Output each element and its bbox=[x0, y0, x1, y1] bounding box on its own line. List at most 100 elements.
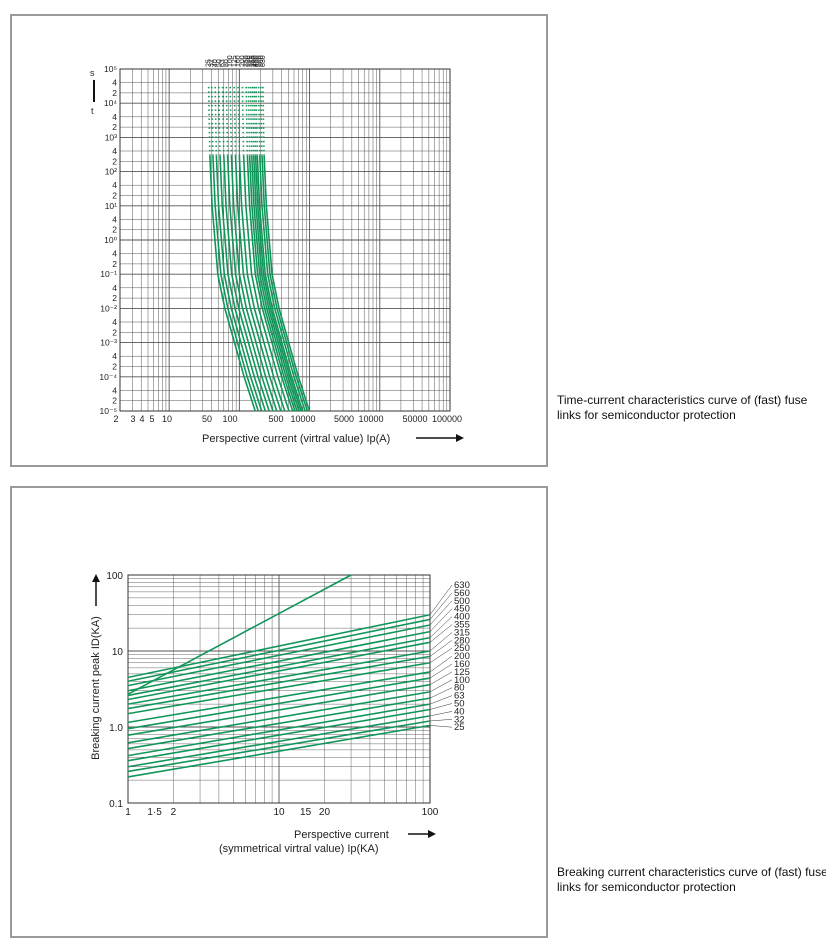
series-label: 200 bbox=[239, 55, 246, 67]
x-tick-label: 50000 bbox=[402, 414, 427, 424]
series-label: 400 bbox=[454, 612, 470, 623]
x-tick-label: 5000 bbox=[334, 414, 354, 424]
y-tick-label: 10⁻⁴ bbox=[99, 372, 117, 382]
y-tick-label: 2 bbox=[112, 396, 117, 406]
series-40-line bbox=[127, 715, 431, 768]
series-leader bbox=[429, 616, 453, 638]
series-355-line bbox=[252, 155, 300, 412]
y-tick-label: 10¹ bbox=[105, 201, 117, 211]
series-label: 200 bbox=[454, 651, 470, 662]
series-leader bbox=[429, 640, 453, 657]
y-tick-label: 4 bbox=[112, 283, 117, 293]
series-label: 500 bbox=[256, 55, 263, 67]
series-leader bbox=[429, 663, 453, 679]
x-tick-label: 10 bbox=[273, 807, 285, 818]
series-label: 160 bbox=[235, 55, 242, 67]
caption-line-1: Breaking current characteristics curve o… bbox=[557, 865, 826, 879]
series-280-upper bbox=[247, 86, 251, 156]
series-280-line bbox=[248, 155, 296, 412]
y-tick-label: 10⁻² bbox=[100, 303, 117, 313]
x-axis-label: Perspective current (virtral value) Ip(A… bbox=[202, 433, 390, 445]
series-125-line bbox=[234, 155, 282, 412]
y-tick-label: 2 bbox=[112, 88, 117, 98]
series-label: 125 bbox=[454, 667, 470, 678]
series-160-line bbox=[238, 155, 286, 412]
y-tick-label: 4 bbox=[112, 112, 117, 122]
series-200-upper bbox=[241, 86, 245, 156]
series-label: 32 bbox=[454, 714, 465, 725]
series-leader bbox=[429, 632, 453, 652]
series-100-upper bbox=[229, 86, 233, 156]
series-label: 25 bbox=[454, 722, 465, 733]
series-400-line bbox=[127, 636, 431, 697]
y-tick-label: 2 bbox=[112, 191, 117, 201]
series-label: 100 bbox=[227, 55, 234, 67]
x-axis-arrowhead bbox=[456, 434, 464, 442]
y-axis-label: Breaking current peak ID(KA) bbox=[90, 616, 102, 760]
x-tick-label: 50 bbox=[202, 414, 212, 424]
y-tick-label: 4 bbox=[112, 78, 117, 88]
time-current-chart: 10⁵4210⁴4210³4210²4210¹4210⁰4210⁻¹4210⁻²… bbox=[90, 55, 464, 445]
series-label: 560 bbox=[454, 588, 470, 599]
caption-line-1: Time-current characteristics curve of (f… bbox=[557, 393, 808, 407]
series-leader bbox=[429, 592, 453, 620]
series-label: 315 bbox=[454, 627, 470, 638]
x-tick-label: 4 bbox=[139, 414, 144, 424]
series-50-upper bbox=[218, 86, 221, 156]
series-leader bbox=[429, 703, 453, 710]
series-leader bbox=[429, 584, 453, 615]
series-label: 400 bbox=[251, 55, 258, 67]
y-tick-label: 2 bbox=[112, 327, 117, 337]
x-axis-arrowhead bbox=[428, 830, 436, 838]
series-500-line bbox=[258, 155, 306, 412]
series-355-upper bbox=[251, 86, 255, 156]
series-500-upper bbox=[257, 86, 261, 156]
series-label: 63 bbox=[454, 691, 465, 702]
x-tick-label: 20 bbox=[319, 807, 331, 818]
x-axis-label: Perspective current bbox=[294, 829, 389, 841]
series-250-line bbox=[246, 155, 294, 412]
series-label: 355 bbox=[454, 620, 470, 631]
series-100-line bbox=[230, 155, 278, 412]
series-label: 80 bbox=[454, 683, 465, 694]
series-32-line bbox=[127, 720, 431, 773]
x-tick-label: 1 bbox=[125, 807, 131, 818]
series-250-line bbox=[127, 661, 431, 715]
y-tick-label: 10⁰ bbox=[104, 235, 117, 245]
x-axis-label-2: (symmetrical virtral value) Ip(KA) bbox=[219, 843, 379, 855]
series-label: 160 bbox=[454, 659, 470, 670]
series-leader bbox=[429, 711, 453, 717]
series-label: 500 bbox=[454, 596, 470, 607]
x-tick-label: 1·5 bbox=[147, 807, 162, 818]
series-250-upper bbox=[245, 86, 249, 156]
x-tick-label: 2 bbox=[113, 414, 118, 424]
series-100-line bbox=[127, 691, 431, 744]
y-tick-label: 2 bbox=[112, 293, 117, 303]
series-80-line bbox=[226, 155, 274, 412]
series-leader bbox=[429, 695, 453, 705]
series-500-line bbox=[127, 624, 431, 687]
series-label: 50 bbox=[454, 699, 465, 710]
limit-line bbox=[127, 574, 352, 695]
x-tick-label: 100000 bbox=[432, 414, 462, 424]
series-40-line bbox=[215, 155, 263, 412]
series-32-line bbox=[212, 155, 260, 412]
y-tick-label: 2 bbox=[112, 156, 117, 166]
series-25-upper bbox=[207, 86, 211, 156]
series-63-line bbox=[127, 703, 431, 757]
series-leader bbox=[429, 655, 453, 673]
series-400-upper bbox=[253, 86, 257, 156]
y-tick-label: 10² bbox=[105, 167, 117, 177]
series-label: 450 bbox=[253, 55, 260, 67]
caption-line-2: links for semiconductor protection bbox=[557, 880, 736, 894]
series-63-line bbox=[222, 155, 270, 412]
x-tick-label: 10 bbox=[162, 414, 172, 424]
series-label: 50 bbox=[216, 59, 223, 67]
series-leader bbox=[429, 647, 453, 663]
series-leader bbox=[429, 687, 453, 699]
y-tick-label: 4 bbox=[112, 351, 117, 361]
y-tick-label: 1.0 bbox=[109, 723, 123, 734]
series-50-line bbox=[127, 708, 431, 762]
series-label: 280 bbox=[454, 635, 470, 646]
series-label: 125 bbox=[231, 55, 238, 67]
